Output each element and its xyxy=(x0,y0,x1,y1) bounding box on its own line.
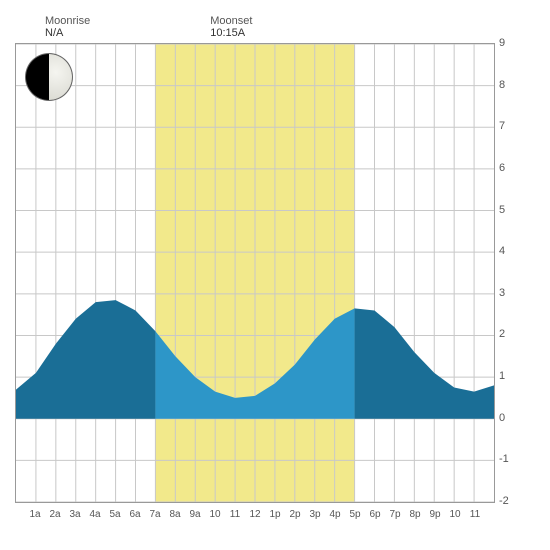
x-tick-label: 2p xyxy=(285,509,305,520)
x-tick-label: 6p xyxy=(365,509,385,520)
y-tick-label: 2 xyxy=(499,328,505,340)
y-tick-label: 1 xyxy=(499,370,505,382)
x-tick-label: 5p xyxy=(345,509,365,520)
x-axis-labels: 1a2a3a4a5a6a7a8a9a1011121p2p3p4p5p6p7p8p… xyxy=(15,509,495,520)
x-tick-label: 10 xyxy=(445,509,465,520)
moon-phase-icon xyxy=(26,54,72,100)
y-tick-label: 6 xyxy=(499,162,505,174)
x-tick-label: 1p xyxy=(265,509,285,520)
x-tick-label: 8p xyxy=(405,509,425,520)
x-tick-label: 8a xyxy=(165,509,185,520)
x-tick-label: 5a xyxy=(105,509,125,520)
moonset-value: 10:15A xyxy=(210,27,252,39)
x-tick-label: 2a xyxy=(45,509,65,520)
x-tick-label: 4a xyxy=(85,509,105,520)
x-tick-label: 3a xyxy=(65,509,85,520)
x-tick-label: 11 xyxy=(465,509,485,520)
x-tick-label: 9p xyxy=(425,509,445,520)
y-tick-label: 4 xyxy=(499,245,505,257)
moonrise-label: Moonrise xyxy=(45,15,90,27)
y-tick-label: 7 xyxy=(499,120,505,132)
x-tick-label: 11 xyxy=(225,509,245,520)
y-tick-label: -2 xyxy=(499,495,509,507)
y-tick-label: 9 xyxy=(499,37,505,49)
y-tick-label: 8 xyxy=(499,79,505,91)
y-tick-label: 3 xyxy=(499,287,505,299)
x-tick-label: 1a xyxy=(25,509,45,520)
y-tick-label: 0 xyxy=(499,412,505,424)
x-tick-label: 10 xyxy=(205,509,225,520)
y-tick-label: 5 xyxy=(499,204,505,216)
chart-header: Moonrise N/A Moonset 10:15A xyxy=(15,15,535,39)
x-tick-label: 4p xyxy=(325,509,345,520)
plot-area xyxy=(15,43,495,503)
x-tick-label: 9a xyxy=(185,509,205,520)
moonset-label: Moonset xyxy=(210,15,252,27)
x-tick-label: 7p xyxy=(385,509,405,520)
x-tick-label: 12 xyxy=(245,509,265,520)
y-tick-label: -1 xyxy=(499,453,509,465)
tide-chart: Moonrise N/A Moonset 10:15A -2-101234567… xyxy=(15,15,535,520)
moonset-block: Moonset 10:15A xyxy=(210,15,252,39)
plot-svg xyxy=(16,44,494,502)
moonrise-block: Moonrise N/A xyxy=(45,15,90,39)
x-tick-label: 3p xyxy=(305,509,325,520)
moonrise-value: N/A xyxy=(45,27,90,39)
x-tick-label: 7a xyxy=(145,509,165,520)
x-tick-label: 6a xyxy=(125,509,145,520)
